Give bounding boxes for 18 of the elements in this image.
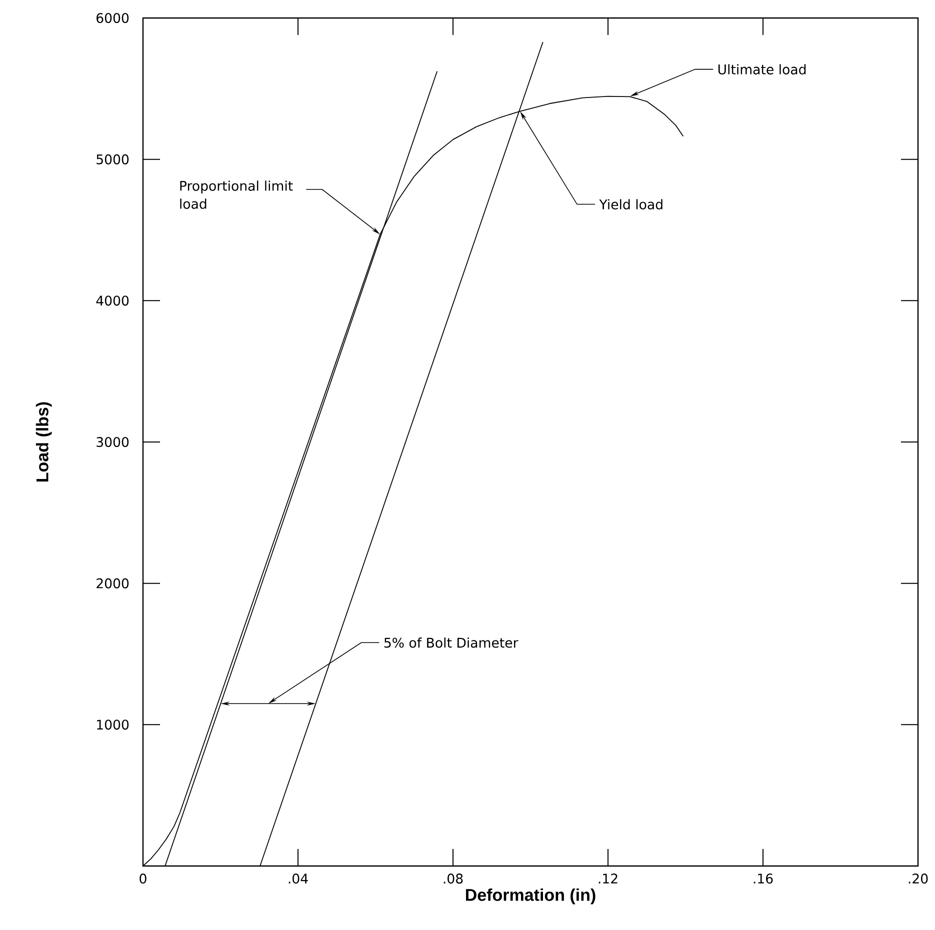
x-tick-label: .20	[908, 874, 928, 884]
y-tick-label: 3000	[96, 436, 129, 448]
y-axis-title: Load (lbs)	[36, 402, 52, 482]
y-tick-label: 1000	[97, 720, 129, 730]
annotation: Proportional limit load	[180, 180, 293, 209]
y-tick-label: 4000	[96, 296, 129, 306]
y-tick-label: 2000	[96, 578, 129, 588]
x-axis-title: Deformation (in)	[466, 888, 596, 904]
y-tick-label: 5000	[96, 154, 129, 164]
x-tick-label: .04	[288, 874, 308, 884]
annotation: 5% of Bolt Diameter	[384, 637, 518, 648]
annotation: Ultimate load	[718, 64, 806, 74]
y-tick-label: 6000	[96, 12, 129, 24]
x-tick-label: .08	[444, 874, 463, 884]
x-tick-label: .12	[598, 874, 618, 884]
x-tick-label: 0	[140, 874, 146, 884]
x-tick-label: .16	[754, 874, 773, 884]
annotation: Yield load	[599, 199, 662, 210]
